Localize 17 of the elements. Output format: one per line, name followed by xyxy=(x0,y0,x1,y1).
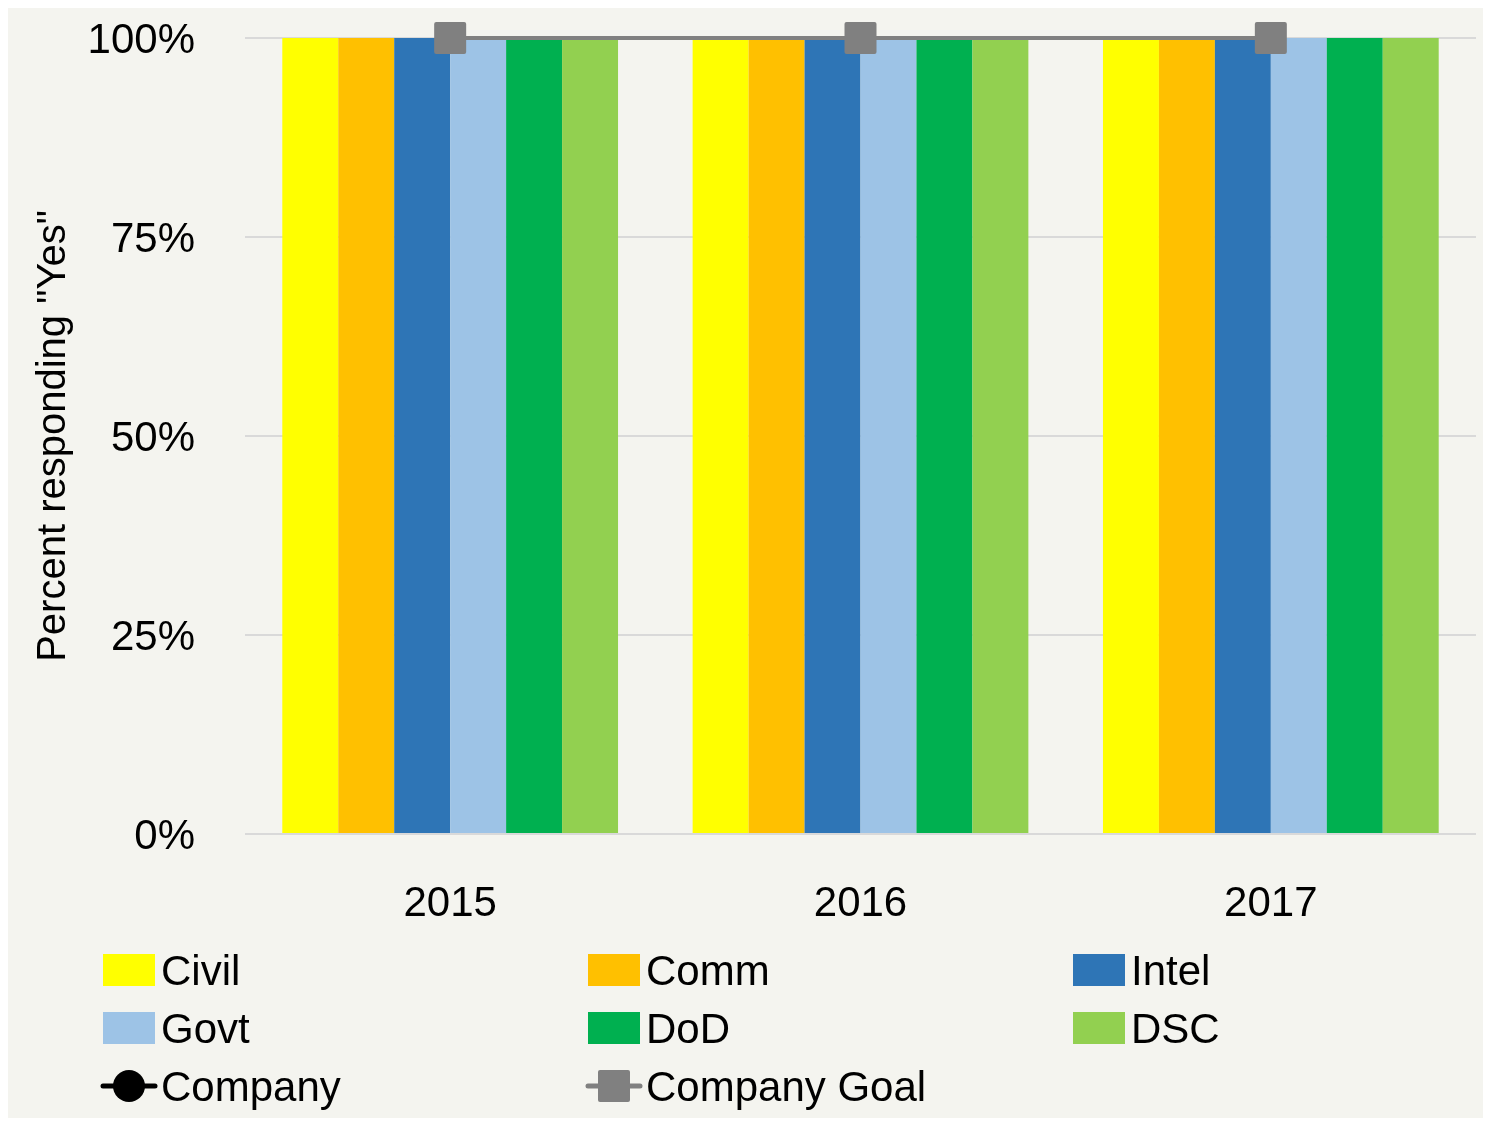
legend-label: Company xyxy=(161,1062,341,1110)
legend-label: Intel xyxy=(1131,946,1211,994)
y-tick-label: 50% xyxy=(110,412,195,460)
x-tick-label: 2016 xyxy=(813,877,908,925)
x-tick-label: 2017 xyxy=(1224,877,1318,925)
y-axis-title: Percent responding "Yes" xyxy=(29,210,73,662)
legend-label: Company Goal xyxy=(646,1062,927,1110)
y-tick-label: 100% xyxy=(87,14,195,62)
legend-label: DSC xyxy=(1131,1004,1220,1052)
legend-label: Comm xyxy=(646,946,770,994)
legend-label: Civil xyxy=(161,946,241,994)
legend-label: Govt xyxy=(161,1004,251,1052)
y-tick-label: 25% xyxy=(110,611,195,659)
x-tick-label: 2015 xyxy=(403,877,497,925)
y-tick-label: 0% xyxy=(134,810,195,858)
y-tick-label: 75% xyxy=(110,213,195,261)
legend-label: DoD xyxy=(646,1004,731,1052)
